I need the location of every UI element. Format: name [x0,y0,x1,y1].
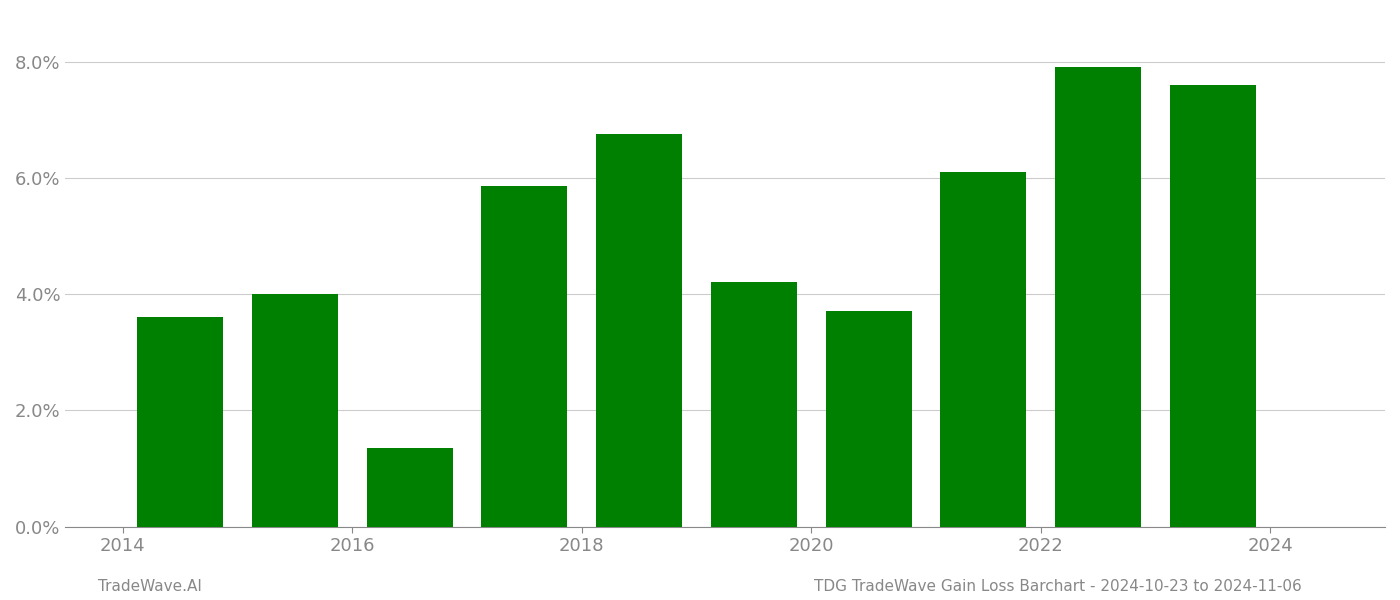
Bar [826,311,911,527]
Bar [137,317,223,527]
Text: TDG TradeWave Gain Loss Barchart - 2024-10-23 to 2024-11-06: TDG TradeWave Gain Loss Barchart - 2024-… [815,579,1302,594]
Bar [482,187,567,527]
Bar [596,134,682,527]
Bar [1170,85,1256,527]
Bar [711,283,797,527]
Bar [367,448,452,527]
Text: TradeWave.AI: TradeWave.AI [98,579,202,594]
Bar [941,172,1026,527]
Bar [1056,67,1141,527]
Bar [252,294,337,527]
